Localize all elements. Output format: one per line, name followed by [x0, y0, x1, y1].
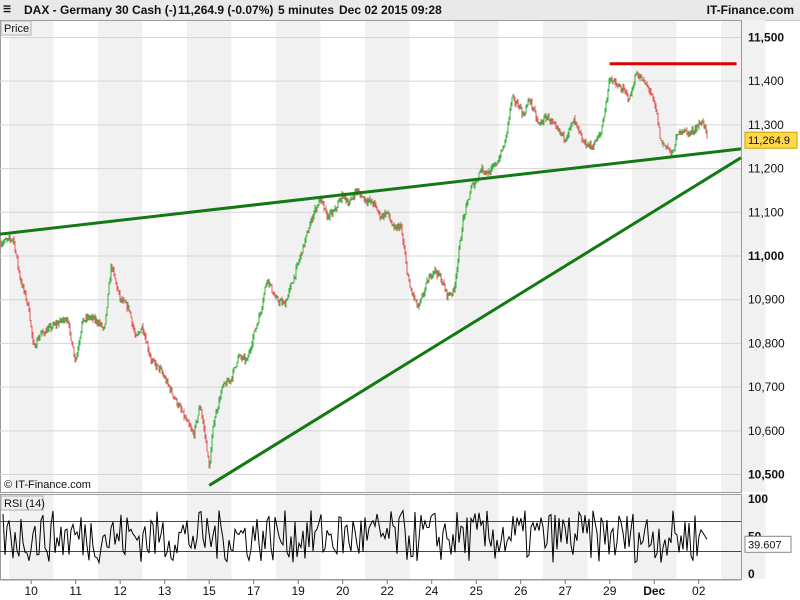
lower-trendline — [208, 156, 742, 487]
x-tick-label: 19 — [292, 584, 306, 598]
day-shade — [364, 494, 410, 579]
x-tick-label: 10 — [24, 584, 38, 598]
x-tick-label: 13 — [158, 584, 172, 598]
day-shade — [275, 494, 321, 579]
last-price-label: 11,264.9 — [748, 135, 790, 147]
x-tick-label: 25 — [470, 584, 484, 598]
rsi-panel-label: RSI (14) — [4, 498, 45, 510]
rsi-tick-label: 100 — [748, 492, 768, 506]
last-quote: 11,264.9 (-0.07%) — [178, 3, 274, 17]
x-tick-label: 26 — [514, 584, 528, 598]
price-tick-label: 10,800 — [748, 336, 785, 350]
candles — [0, 70, 708, 469]
x-axis: 10 11 12 13 15 17 19 20 22 24 25 26 27 29 Dec 02 — [0, 579, 741, 598]
menu-icon[interactable]: ☰ — [3, 4, 12, 14]
price-panel-label-box — [0, 20, 32, 36]
price-panel: 10,500 10,600 10,700 10,800 10,900 11,000 11,1… — [0, 20, 798, 493]
price-panel-label: Price — [4, 23, 29, 35]
rsi-last-label: 39.607 — [748, 539, 782, 551]
price-tick-label: 11,000 — [748, 249, 784, 263]
price-tick-label: 11,300 — [748, 118, 784, 132]
x-tick-label: 29 — [603, 584, 617, 598]
price-tick-label: 11,200 — [748, 162, 784, 176]
rsi-line — [2, 508, 708, 565]
x-tick-label: 22 — [381, 584, 395, 598]
interval-label: 5 minutes — [278, 3, 335, 17]
chart-area: 10,500 10,600 10,700 10,800 10,900 11,000 11,1… — [0, 20, 798, 598]
x-tick-label: 17 — [247, 584, 261, 598]
chart-header: ☰ DAX - Germany 30 Cash (-) 11,264.9 (-0… — [0, 0, 800, 21]
price-tick-label: 10,600 — [748, 424, 785, 438]
brand-label: IT-Finance.com — [706, 3, 794, 17]
watermark: © IT-Finance.com — [4, 479, 91, 491]
x-tick-label: 24 — [425, 584, 439, 598]
price-tick-label: 10,500 — [748, 468, 785, 482]
x-tick-label: 15 — [202, 584, 216, 598]
day-shade — [542, 494, 588, 579]
price-tick-label: 11,100 — [748, 205, 784, 219]
rsi-last-badge — [744, 535, 792, 553]
price-tick-label: 10,700 — [748, 380, 785, 394]
instrument-name: DAX - Germany 30 Cash (-) — [24, 3, 177, 17]
upper-trendline — [0, 147, 742, 236]
rsi-panel-label-box — [0, 495, 44, 511]
price-tick-label: 11,500 — [748, 30, 784, 44]
last-price-badge — [744, 131, 798, 149]
rsi-panel: RSI (14)10050039.607 — [0, 492, 792, 581]
x-tick-label: 20 — [336, 584, 350, 598]
price-tick-label: 11,400 — [748, 74, 784, 88]
day-shade — [453, 494, 499, 579]
x-tick-label: 12 — [113, 584, 127, 598]
rsi-tick-label: 0 — [748, 567, 755, 581]
day-shade — [97, 494, 143, 579]
x-tick-label: 27 — [559, 584, 573, 598]
x-tick-label: Dec — [643, 584, 665, 598]
x-tick-label: 11 — [69, 584, 82, 598]
x-tick-label: 02 — [692, 584, 706, 598]
timestamp: Dec 02 2015 09:28 — [339, 3, 442, 17]
price-tick-label: 10,900 — [748, 293, 785, 307]
